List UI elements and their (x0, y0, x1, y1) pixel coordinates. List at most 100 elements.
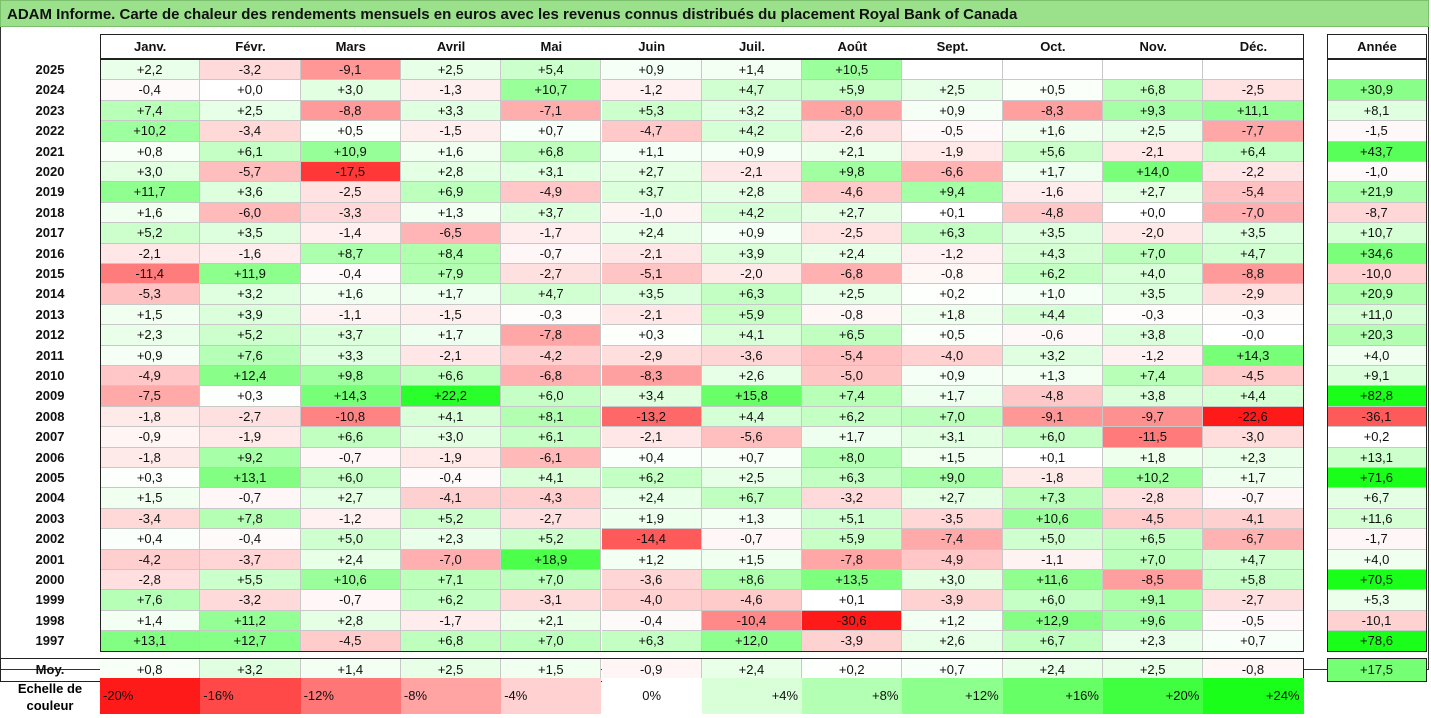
heatmap-cell: -2,8 (1103, 488, 1204, 509)
heatmap-cell: +2,1 (802, 141, 903, 162)
heatmap-cell: +6,5 (1103, 529, 1204, 550)
year-label-1998: 1998 (35, 612, 65, 628)
year-label-2009: 2009 (35, 388, 65, 404)
heatmap-cell: -5,1 (601, 264, 702, 285)
heatmap-cell: +0,3 (601, 325, 702, 346)
heatmap-cell: -30,6 (802, 610, 903, 632)
heatmap-cell: +1,7 (802, 427, 903, 448)
heatmap-cell: +1,1 (601, 141, 702, 162)
year-label-2011: 2011 (35, 347, 65, 363)
heatmap-cell: +0,0 (1103, 202, 1204, 224)
heatmap-cell: +9,2 (200, 447, 301, 468)
heatmap-cell: +11,2 (200, 610, 301, 632)
year-label-2004: 2004 (35, 490, 65, 506)
heatmap-cell: +6,1 (200, 141, 301, 162)
heatmap-cell: -1,4 (300, 223, 401, 244)
heatmap-cell: +15,8 (701, 386, 803, 407)
legend-swatch: +20% (1103, 678, 1204, 714)
year-label-2021: 2021 (35, 143, 65, 159)
heatmap-cell: +2,6 (701, 366, 803, 387)
heatmap-cell: -1,2 (300, 508, 401, 530)
column-header-10: Oct. (1040, 39, 1066, 54)
heatmap-cell: +6,1 (501, 427, 602, 448)
heatmap-cell: -8,0 (802, 100, 903, 122)
heatmap-cell: -4,2 (501, 345, 602, 366)
heatmap-cell: +2,7 (601, 162, 702, 183)
heatmap-cell: +12,7 (200, 631, 301, 652)
heatmap-cell: +9,1 (1103, 590, 1204, 611)
heatmap-cell: +5,9 (802, 80, 903, 101)
heatmap-cell: +7,4 (802, 386, 903, 407)
heatmap-cell: -1,1 (1002, 549, 1103, 570)
heatmap-cell: +2,8 (400, 162, 502, 183)
heatmap-cell: +5,6 (1002, 141, 1103, 162)
heatmap-cell: +5,8 (1203, 570, 1304, 591)
heatmap-cell: +4,7 (1203, 549, 1304, 570)
column-header-1: Janv. (134, 39, 167, 54)
heatmap-cell: +14,0 (1103, 162, 1204, 183)
heatmap-cell: -0,3 (1203, 304, 1304, 326)
heatmap-cell: +6,0 (501, 386, 602, 407)
heatmap-cell (1103, 60, 1204, 81)
annual-return-cell: +82,8 (1327, 386, 1427, 407)
heatmap-cell: -1,8 (100, 406, 201, 428)
heatmap-cell: -4,7 (601, 121, 702, 142)
heatmap-cell: +8,6 (701, 570, 803, 591)
heatmap-cell (902, 60, 1003, 81)
heatmap-cell: -3,4 (100, 508, 201, 530)
heatmap-cell: -4,9 (100, 366, 201, 387)
heatmap-cell: +13,1 (200, 468, 301, 489)
heatmap-cell: +7,8 (200, 508, 301, 530)
heatmap-cell: -2,7 (501, 264, 602, 285)
heatmap-cell: +7,3 (1002, 488, 1103, 509)
heatmap-cell: +5,2 (400, 508, 502, 530)
heatmap-cell: -7,0 (1203, 202, 1304, 224)
annual-return-cell: +4,0 (1327, 345, 1427, 366)
year-label-2024: 2024 (35, 82, 65, 98)
heatmap-cell: +2,5 (400, 60, 502, 81)
heatmap-cell: +9,4 (902, 182, 1003, 203)
heatmap-cell: +6,3 (802, 468, 903, 489)
year-label-2022: 2022 (35, 123, 65, 139)
heatmap-cell: +0,9 (701, 223, 803, 244)
legend-title-line2: couleur (26, 698, 74, 713)
heatmap-cell: -2,1 (100, 243, 201, 264)
heatmap-cell: +7,1 (400, 570, 502, 591)
heatmap-cell: +6,2 (802, 406, 903, 428)
year-label-2014: 2014 (35, 286, 65, 302)
annual-column-header: Année (1357, 39, 1397, 54)
average-cell: +2,4 (1002, 657, 1103, 682)
legend-swatch: +8% (802, 678, 903, 714)
heatmap-cell: +5,9 (802, 529, 903, 550)
heatmap-cell: -2,0 (701, 264, 803, 285)
heatmap-cell: -4,6 (701, 590, 803, 611)
heatmap-cell: +5,2 (501, 529, 602, 550)
heatmap-cell: +5,0 (300, 529, 401, 550)
heatmap-cell: -1,8 (100, 447, 201, 468)
heatmap-cell: -7,8 (802, 549, 903, 570)
column-header-6: Juin (638, 39, 666, 54)
year-label-2018: 2018 (35, 204, 65, 220)
column-header-9: Sept. (936, 39, 969, 54)
heatmap-cell: -4,9 (902, 549, 1003, 570)
annual-return-cell: +10,7 (1327, 223, 1427, 244)
heatmap-cell: -1,6 (200, 243, 301, 264)
year-label-2015: 2015 (35, 266, 65, 281)
heatmap-cell: -2,5 (1203, 80, 1304, 101)
heatmap-cell: +2,5 (701, 468, 803, 489)
column-header-12: Déc. (1239, 39, 1268, 54)
heatmap-cell: -0,4 (100, 80, 201, 101)
heatmap-cell: +6,2 (601, 468, 702, 489)
heatmap-cell: -1,7 (400, 610, 502, 632)
heatmap-cell: +5,4 (501, 60, 602, 81)
heatmap-cell: +11,7 (100, 182, 201, 203)
heatmap-cell: +2,5 (200, 100, 301, 122)
heatmap-cell: +3,5 (1002, 223, 1103, 244)
heatmap-cell: +4,0 (1103, 264, 1204, 285)
column-header-3: Mars (335, 39, 366, 54)
heatmap-cell: +3,0 (400, 427, 502, 448)
heatmap-cell: -5,6 (701, 427, 803, 448)
heatmap-cell: +5,3 (601, 100, 702, 122)
annual-return-cell: +43,7 (1327, 141, 1427, 162)
heatmap-cell: +7,9 (400, 264, 502, 285)
